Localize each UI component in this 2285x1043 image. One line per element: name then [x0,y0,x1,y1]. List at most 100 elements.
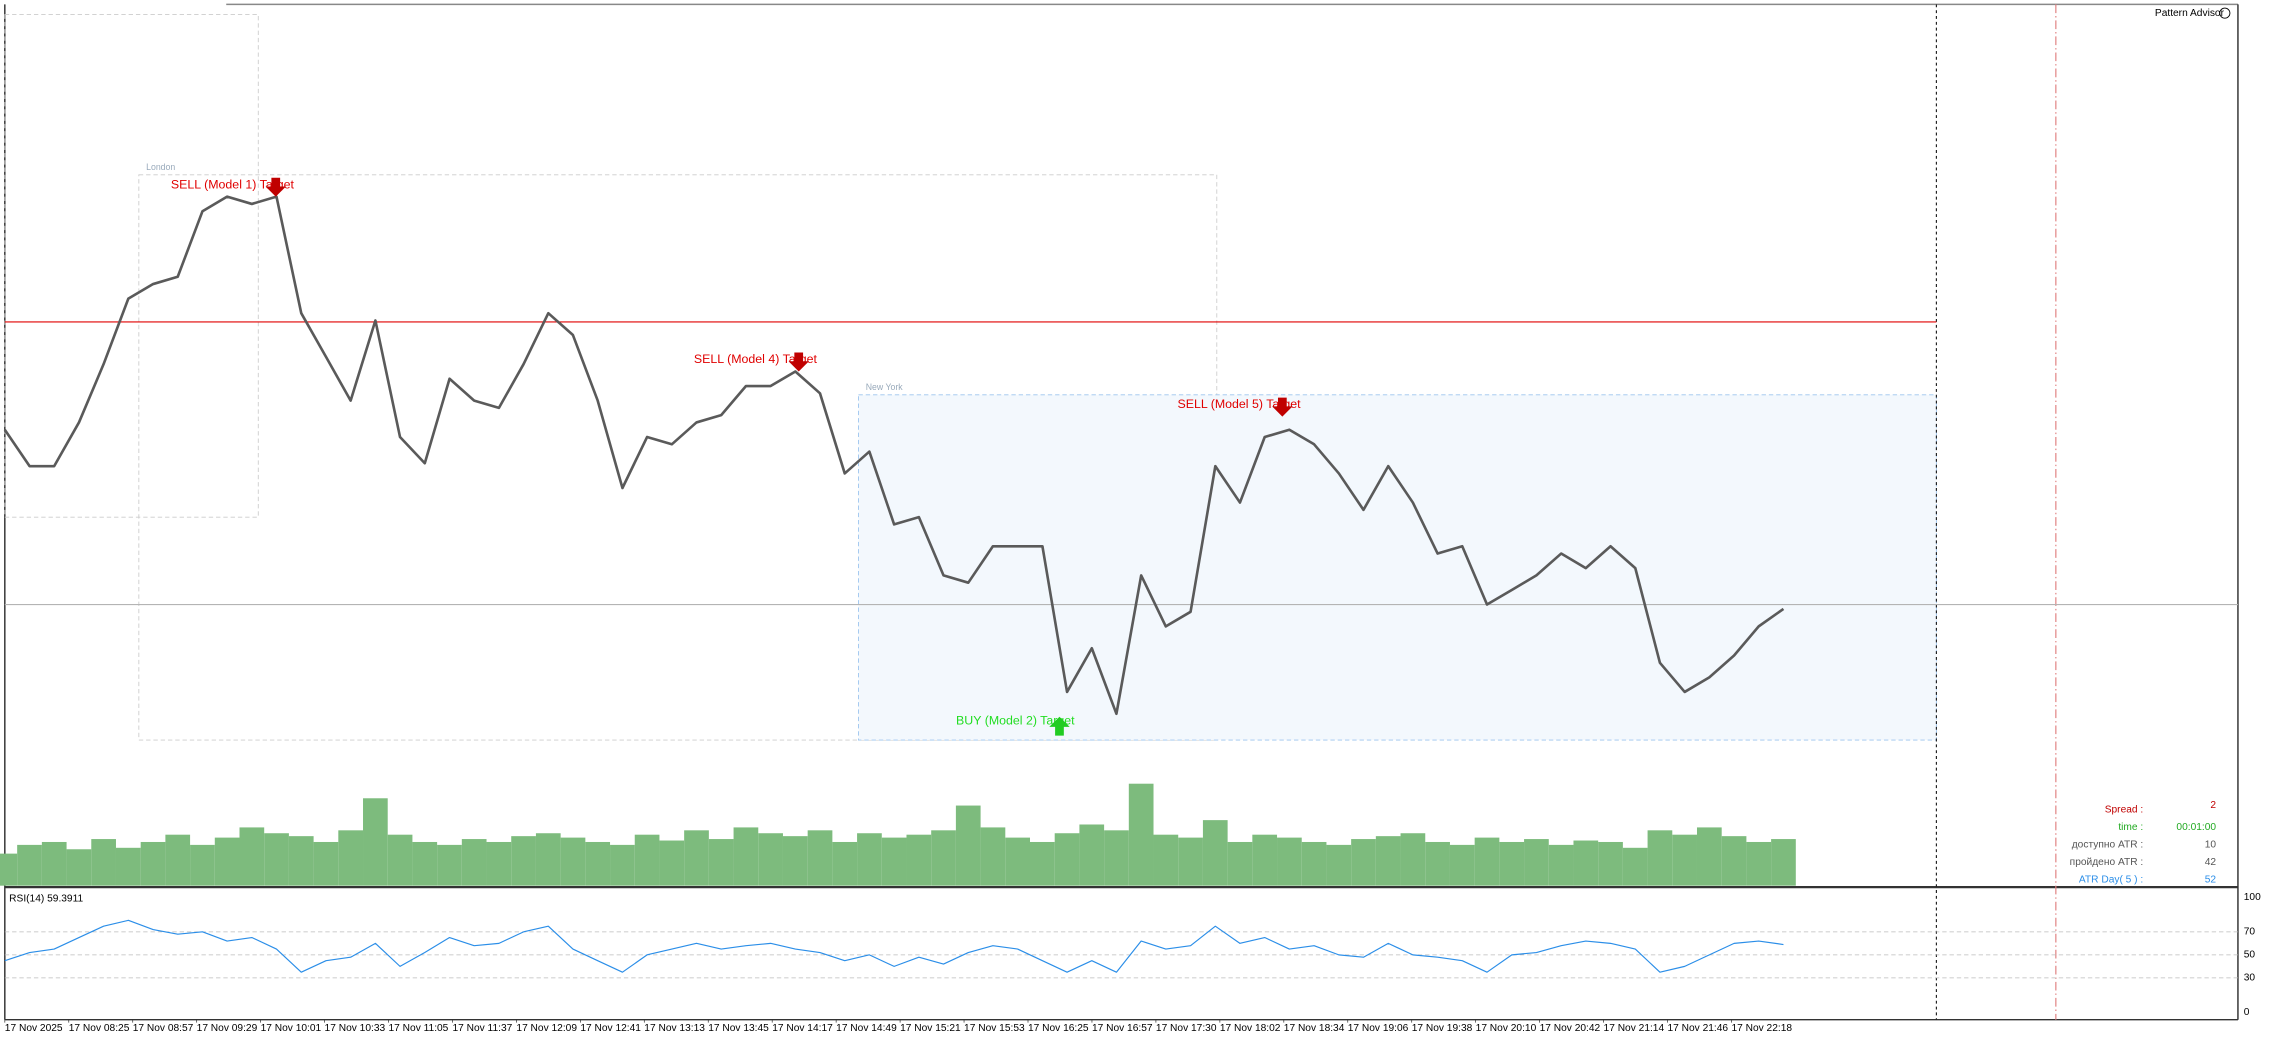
rsi-title: RSI(14) 59.3911 [9,893,83,904]
volume-bar [41,841,67,886]
x-tick-label: 17 Nov 12:09 [516,1023,577,1034]
volume-bar [1746,841,1772,886]
volume-bar [535,833,561,886]
volume-bar [758,833,783,886]
info-value: 52 [2205,875,2217,886]
volume-bar [1499,841,1525,886]
volume-bar [17,844,42,886]
volume-bar [832,841,858,886]
x-tick-label: 17 Nov 22:18 [1731,1023,1792,1034]
info-value: 42 [2205,857,2217,868]
x-tick-label: 17 Nov 14:49 [836,1023,897,1034]
volume-bar [1375,836,1401,886]
volume-bar [1400,833,1426,886]
volume-bar [857,833,882,886]
volume-bar [1696,827,1722,886]
info-value: 10 [2205,840,2217,851]
x-tick-label: 17 Nov 10:01 [261,1023,322,1034]
volume-bar [115,847,141,886]
volume-bar [363,798,388,886]
x-tick-label: 17 Nov 11:05 [389,1023,449,1034]
signal-label: SELL (Model 4) Target [694,352,818,366]
volume-bar [634,834,660,886]
volume-bar [0,853,18,886]
x-tick-label: 17 Nov 17:30 [1156,1023,1217,1034]
volume-bar [1277,837,1302,886]
session-label: London [146,162,175,172]
info-panel: Spread : 2 time : 00:01:00 доступно ATR : 10 п… [2070,800,2217,885]
volume-bar [1351,839,1376,886]
volume-bar [1548,844,1574,886]
volume-bar [881,837,907,886]
volume-bar [511,836,536,886]
y-tick-label: 50 [2244,950,2256,961]
volume-bar [708,839,734,886]
signal-label: SELL (Model 5) Target [1177,397,1301,411]
info-value: 2 [2210,800,2216,811]
volume-bar [165,834,191,886]
volume-bar [412,841,438,886]
y-tick-label: 30 [2244,973,2256,984]
sell-arrow [788,352,809,372]
info-label: time : [2118,822,2143,833]
x-tick-label: 17 Nov 14:17 [772,1023,833,1034]
x-tick-label: 17 Nov 12:41 [580,1023,641,1034]
volume-bar [66,849,92,886]
volume-bar [190,844,215,886]
volume-bar [684,830,709,886]
x-tick-label: 17 Nov 13:13 [644,1023,705,1034]
volume-bar [931,830,956,886]
volume-bar [1449,844,1475,886]
volume-bar [585,841,611,886]
x-tick-label: 17 Nov 16:57 [1092,1023,1153,1034]
x-tick-label: 17 Nov 19:06 [1348,1023,1409,1034]
volume-bar [1301,841,1327,886]
volume-bar [1079,824,1105,886]
new-york-box [858,394,1937,741]
x-tick-label: 17 Nov 10:33 [325,1023,386,1034]
x-tick-label: 17 Nov 15:53 [964,1023,1025,1034]
volume-bar [437,844,462,886]
volume-bar [980,827,1006,886]
volume-bar [288,836,314,886]
info-label: доступно ATR : [2072,840,2144,851]
volume-bar [1647,830,1673,886]
volume-bar [486,841,512,886]
signal-label: BUY (Model 2) Target [956,713,1075,727]
london-box [138,174,1218,741]
x-tick-label: 17 Nov 21:46 [1667,1023,1728,1034]
volume-bar [461,839,487,886]
x-tick-label: 17 Nov 18:34 [1284,1023,1345,1034]
volume-bar [1573,840,1599,886]
info-value: 00:01:00 [2176,822,2216,833]
volume-bar [313,841,339,886]
volume-bar [1622,847,1648,886]
x-tick-label: 17 Nov 20:42 [1540,1023,1601,1034]
volume-bar [1771,839,1796,886]
x-tick-label: 17 Nov 16:25 [1028,1023,1089,1034]
volume-bar [1326,844,1352,886]
x-tick-label: 17 Nov 21:14 [1604,1023,1665,1034]
volume-bar [782,836,808,886]
sell-arrow [1272,397,1293,417]
x-tick-label: 17 Nov 13:45 [708,1023,769,1034]
volume-bar [264,833,289,886]
y-tick-label: 70 [2244,927,2256,938]
volume-bar [338,830,364,886]
price-line [3,195,1785,716]
volume-bar [807,830,833,886]
advisor-name: Pattern Advisor [2155,8,2225,19]
x-tick-label: 17 Nov 15:21 [900,1023,961,1034]
volume-bar [1227,841,1253,886]
y-tick-label: 0 [2244,1007,2250,1018]
volume-bar [1598,841,1623,886]
volume-bar [955,805,981,886]
x-tick-label: 17 Nov 11:37 [452,1023,512,1034]
volume-bar [610,844,635,886]
sell-arrow [265,177,286,197]
buy-arrow [1049,716,1070,736]
volume-bar [560,837,586,886]
